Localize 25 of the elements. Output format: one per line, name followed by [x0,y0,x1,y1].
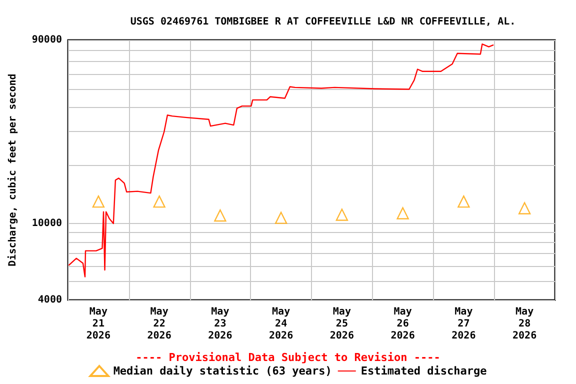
x-tick-label: May 24 2026 [269,306,294,342]
x-tick-label: May 23 2026 [208,306,232,342]
y-axis-title: Discharge, cubic feet per second [6,74,18,266]
x-tick-label: May 28 2026 [512,306,537,342]
point [274,212,288,224]
x-tick-label: May 21 2026 [86,306,110,342]
point [336,208,348,221]
text: ---- Provisional Data Subject to Revision ---- [136,351,440,364]
x-tick-label: May 25 2026 [330,306,354,342]
y-tick-label: 10000 [32,218,62,229]
point [396,207,409,220]
point [214,209,226,222]
legend-label: Estimated discharge [360,364,488,378]
point [458,195,470,208]
chart-title: USGS 02469761 TOMBIGBEE R AT COFFEEVILLE L&D NR COFFEEVILLE, AL. [130,16,516,28]
point [153,195,166,208]
y-tick-label: 4000 [38,294,62,306]
y-tick-label: 90000 [32,34,62,46]
point [92,195,105,208]
x-tick-label: May 26 2026 [390,306,415,342]
line-series [68,43,494,278]
x-tick-label: May 22 2026 [147,306,172,342]
point [518,202,531,214]
x-tick-label: May 27 2026 [452,306,476,342]
legend-label: Median daily statistic (63 years) [113,364,332,378]
